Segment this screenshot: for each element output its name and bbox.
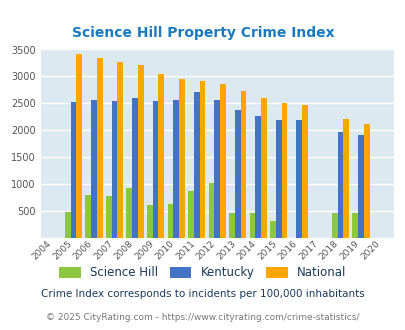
Bar [352, 213, 357, 238]
Bar [301, 105, 307, 238]
Bar [85, 195, 91, 238]
Bar [152, 101, 158, 238]
Bar [126, 188, 132, 238]
Bar [208, 183, 214, 238]
Bar [296, 120, 301, 238]
Bar [343, 119, 348, 238]
Bar [76, 54, 82, 238]
Bar [65, 212, 70, 238]
Bar [255, 116, 260, 238]
Bar [234, 110, 240, 238]
Bar [363, 124, 369, 238]
Bar [167, 204, 173, 238]
Bar [111, 101, 117, 238]
Bar [132, 98, 138, 238]
Legend: Science Hill, Kentucky, National: Science Hill, Kentucky, National [55, 262, 350, 284]
Bar [193, 92, 199, 238]
Bar [179, 79, 184, 238]
Bar [331, 213, 337, 238]
Bar [70, 102, 76, 238]
Bar [106, 196, 111, 238]
Bar [117, 62, 123, 238]
Bar [97, 58, 102, 238]
Bar [228, 213, 234, 238]
Bar [270, 221, 275, 238]
Bar [147, 205, 152, 238]
Bar [158, 74, 164, 238]
Text: Science Hill Property Crime Index: Science Hill Property Crime Index [72, 26, 333, 40]
Bar [249, 213, 255, 238]
Text: Crime Index corresponds to incidents per 100,000 inhabitants: Crime Index corresponds to incidents per… [41, 289, 364, 299]
Bar [337, 132, 343, 238]
Bar [214, 100, 220, 238]
Bar [138, 65, 143, 238]
Bar [281, 103, 287, 238]
Bar [188, 191, 193, 238]
Text: © 2025 CityRating.com - https://www.cityrating.com/crime-statistics/: © 2025 CityRating.com - https://www.city… [46, 313, 359, 322]
Bar [260, 98, 266, 238]
Bar [91, 100, 97, 238]
Bar [275, 120, 281, 238]
Bar [173, 100, 179, 238]
Bar [199, 81, 205, 238]
Bar [357, 136, 363, 238]
Bar [240, 91, 246, 238]
Bar [220, 84, 225, 238]
